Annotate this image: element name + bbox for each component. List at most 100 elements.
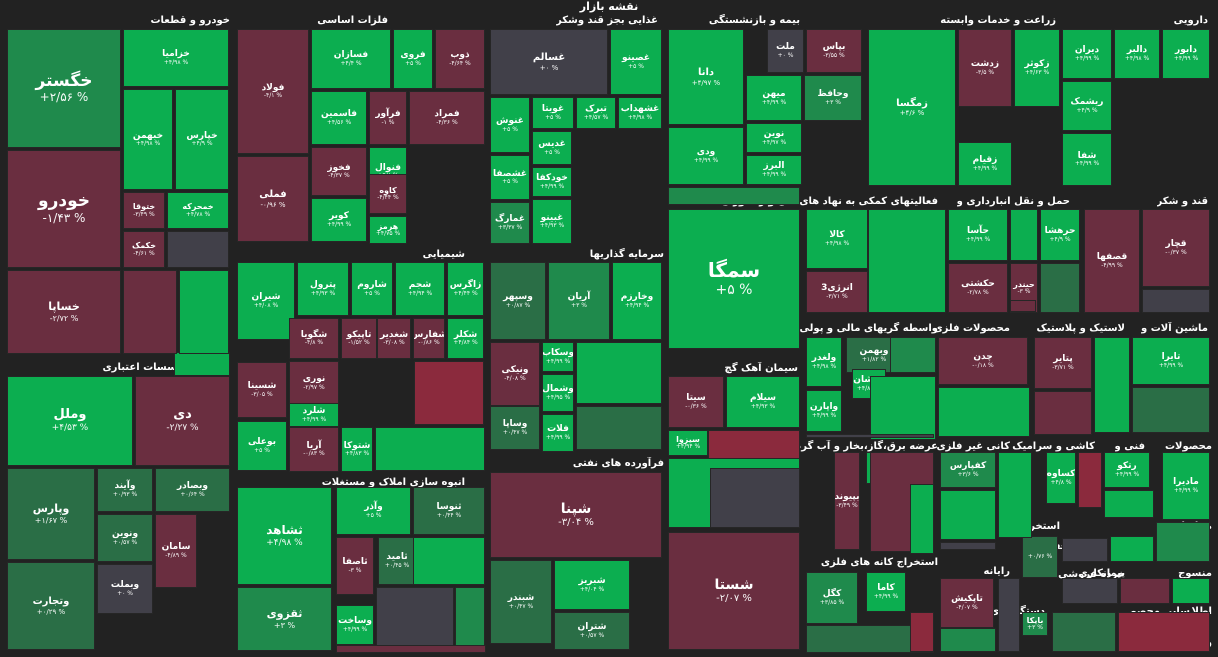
stock-tile[interactable]: شیران +۴/۰۸ % bbox=[237, 262, 295, 340]
stock-tile[interactable]: مادیرا +۴/۹۹ % bbox=[1162, 452, 1210, 520]
stock-tile-small[interactable] bbox=[1062, 578, 1118, 604]
stock-tile[interactable]: سمگا +۵ % bbox=[668, 209, 800, 349]
stock-tile[interactable]: شلرد +۴/۹۹ % bbox=[289, 403, 339, 427]
stock-tile[interactable]: کفپارس +۳/۶ % bbox=[940, 452, 996, 488]
stock-tile-small[interactable] bbox=[1104, 490, 1154, 518]
stock-tile[interactable]: خبهمن +۴/۹۸ % bbox=[123, 89, 173, 190]
stock-tile[interactable]: شتوکا +۴/۸۳ % bbox=[341, 427, 373, 472]
stock-tile[interactable]: ثشاهد +۴/۹۸ % bbox=[237, 487, 332, 585]
stock-tile[interactable]: ثقزوی +۳ % bbox=[237, 587, 332, 651]
stock-tile[interactable]: شاروم +۵ % bbox=[351, 262, 393, 316]
stock-tile[interactable]: خودرو -۱/۴۳ % bbox=[7, 150, 121, 268]
stock-tile[interactable]: وملل +۴/۵۳ % bbox=[7, 376, 133, 466]
stock-tile[interactable]: زاگرس +۴/۴۴ % bbox=[447, 262, 484, 316]
stock-tile[interactable]: پترول +۴/۹۳ % bbox=[297, 262, 349, 316]
stock-tile[interactable]: دانا +۴/۹۷ % bbox=[668, 29, 744, 125]
stock-tile-small[interactable] bbox=[668, 187, 800, 205]
stock-tile[interactable]: وشمال +۴/۹۵ % bbox=[542, 374, 574, 412]
stock-tile[interactable]: شپنا -۳/۰۴ % bbox=[490, 472, 662, 558]
stock-tile[interactable]: پتایر -۳/۷۱ % bbox=[1034, 337, 1092, 389]
stock-tile[interactable]: غنوش +۵ % bbox=[490, 97, 530, 153]
stock-tile[interactable]: آریا -۰/۸۳ % bbox=[289, 427, 339, 472]
stock-tile-small[interactable] bbox=[806, 434, 934, 438]
stock-tile[interactable]: غشهداب +۴/۹۸ % bbox=[618, 97, 662, 129]
stock-tile[interactable]: غمارگ +۳/۳۷ % bbox=[490, 202, 530, 244]
stock-tile-small[interactable] bbox=[1142, 289, 1210, 313]
stock-tile-small[interactable] bbox=[940, 628, 996, 652]
stock-tile[interactable]: خکمک -۴/۶۱ % bbox=[123, 231, 165, 268]
stock-tile-small[interactable] bbox=[123, 270, 177, 354]
stock-tile[interactable]: خساپا -۲/۷۲ % bbox=[7, 270, 121, 354]
stock-tile[interactable]: وبملت +۰ % bbox=[97, 564, 153, 614]
stock-tile-small[interactable] bbox=[576, 406, 662, 450]
stock-tile-small[interactable] bbox=[940, 542, 996, 550]
stock-tile[interactable]: شفا +۴/۹۹ % bbox=[1062, 133, 1112, 186]
stock-tile-small[interactable] bbox=[174, 352, 230, 376]
stock-tile-small[interactable] bbox=[414, 361, 484, 425]
stock-tile-small[interactable] bbox=[1052, 612, 1116, 652]
stock-tile[interactable]: سیتا -۰/۳۶ % bbox=[668, 376, 724, 428]
stock-tile[interactable]: غسالم +۰ % bbox=[490, 29, 608, 95]
stock-tile[interactable]: وخارزم +۴/۹۴ % bbox=[612, 262, 662, 340]
stock-tile[interactable]: بپیوند -۳/۴۹ % bbox=[834, 452, 860, 550]
stock-tile-small[interactable] bbox=[1110, 536, 1154, 562]
stock-tile[interactable]: تاپیکو -۱/۵۲ % bbox=[341, 318, 377, 359]
stock-tile[interactable]: ولغدر +۴/۹۸ % bbox=[806, 337, 842, 387]
stock-tile[interactable]: کاما +۴/۹۹ % bbox=[866, 572, 906, 612]
stock-tile[interactable]: ثاصفا -۳ % bbox=[336, 537, 374, 595]
stock-tile[interactable]: ثنوسا +۰/۴۴ % bbox=[413, 487, 485, 535]
stock-tile[interactable]: کساوه +۴/۸ % bbox=[1046, 452, 1076, 504]
stock-tile[interactable]: کویر +۴/۹۹ % bbox=[311, 198, 367, 242]
stock-tile[interactable]: زدشت -۳/۵ % bbox=[958, 29, 1012, 107]
stock-tile[interactable]: دابور +۴/۹۹ % bbox=[1162, 29, 1210, 79]
stock-tile[interactable]: وحافظ +۳ % bbox=[804, 75, 862, 121]
stock-tile[interactable]: هرمز +۴/۷۵ % bbox=[369, 216, 407, 244]
stock-tile[interactable]: ونوین +۰/۵۷ % bbox=[97, 514, 153, 562]
stock-tile[interactable]: ونیکی -۴/۰۸ % bbox=[490, 342, 540, 406]
stock-tile[interactable]: خزامیا +۴/۹۸ % bbox=[123, 29, 229, 87]
stock-tile[interactable]: غبینو +۴/۹۳ % bbox=[532, 199, 572, 244]
stock-tile-small[interactable] bbox=[375, 427, 485, 471]
stock-tile[interactable]: زقیام +۴/۹۹ % bbox=[958, 142, 1012, 186]
stock-tile[interactable]: شکلر +۴/۸۴ % bbox=[447, 318, 484, 359]
stock-tile[interactable]: فاسمین +۴/۵۶ % bbox=[311, 91, 367, 145]
stock-tile-small[interactable] bbox=[890, 337, 936, 373]
stock-tile-small[interactable] bbox=[376, 587, 454, 647]
stock-tile[interactable]: بوعلی +۵ % bbox=[237, 421, 287, 471]
stock-tile[interactable]: فولاد -۴/۱ % bbox=[237, 29, 309, 154]
stock-tile[interactable]: ثامید +۰/۴۵ % bbox=[378, 537, 416, 585]
stock-tile[interactable]: وسپهر +۰/۸۷ % bbox=[490, 262, 546, 340]
stock-tile-small[interactable] bbox=[1118, 612, 1210, 652]
stock-tile[interactable]: واپارن +۴/۹۹ % bbox=[806, 390, 842, 432]
stock-tile[interactable]: حکشتی -۲/۷۸ % bbox=[948, 263, 1008, 313]
stock-tile-small[interactable] bbox=[710, 468, 800, 528]
stock-tile[interactable]: شغدیر -۳/۰۸ % bbox=[377, 318, 411, 359]
stock-tile[interactable]: شجم +۴/۹۴ % bbox=[395, 262, 445, 316]
stock-tile[interactable]: وبصادر +۰/۶۴ % bbox=[155, 468, 230, 512]
stock-tile[interactable]: وسکاب +۴/۹۹ % bbox=[542, 342, 574, 372]
stock-tile-small[interactable] bbox=[940, 490, 996, 540]
stock-tile[interactable]: خودکفا +۴/۹۹ % bbox=[532, 167, 572, 197]
stock-tile-small[interactable] bbox=[1010, 209, 1038, 261]
stock-tile[interactable]: خمحرکه +۴/۷۸ % bbox=[167, 192, 229, 229]
stock-tile[interactable]: سامان -۴/۸۹ % bbox=[155, 514, 197, 588]
stock-tile[interactable]: نوری -۲/۹۷ % bbox=[289, 361, 339, 405]
stock-tile[interactable]: شبریز +۴/۰۴ % bbox=[554, 560, 630, 610]
stock-tile[interactable]: حرهشا +۴/۹ % bbox=[1040, 209, 1080, 261]
stock-tile[interactable]: شبندر +۰/۴۷ % bbox=[490, 560, 552, 644]
stock-tile-small[interactable] bbox=[1010, 300, 1036, 312]
stock-tile-small[interactable] bbox=[1094, 337, 1130, 433]
stock-tile[interactable]: خپارس +۴/۹ % bbox=[175, 89, 229, 190]
stock-tile-small[interactable] bbox=[179, 270, 229, 354]
stock-tile[interactable]: حآسا +۴/۹۹ % bbox=[948, 209, 1008, 261]
stock-tile[interactable]: وساپا +۰/۴۷ % bbox=[490, 406, 540, 450]
stock-tile[interactable]: وساخت +۴/۹۹ % bbox=[336, 605, 374, 645]
stock-tile[interactable]: شستا -۲/۰۷ % bbox=[668, 532, 800, 650]
stock-tile[interactable]: رتکو +۴/۹۹ % bbox=[1104, 452, 1150, 488]
stock-tile[interactable]: سیزوا +۴/۹۴ % bbox=[668, 430, 708, 456]
stock-tile[interactable]: کگل +۳/۸۵ % bbox=[806, 572, 858, 624]
stock-tile[interactable]: غویتا +۵ % bbox=[532, 97, 574, 129]
stock-tile[interactable]: دالبر +۴/۹۸ % bbox=[1114, 29, 1160, 79]
stock-tile[interactable]: ذوب -۴/۶۴ % bbox=[435, 29, 485, 89]
stock-tile[interactable]: البرز +۴/۹۹ % bbox=[746, 155, 802, 185]
